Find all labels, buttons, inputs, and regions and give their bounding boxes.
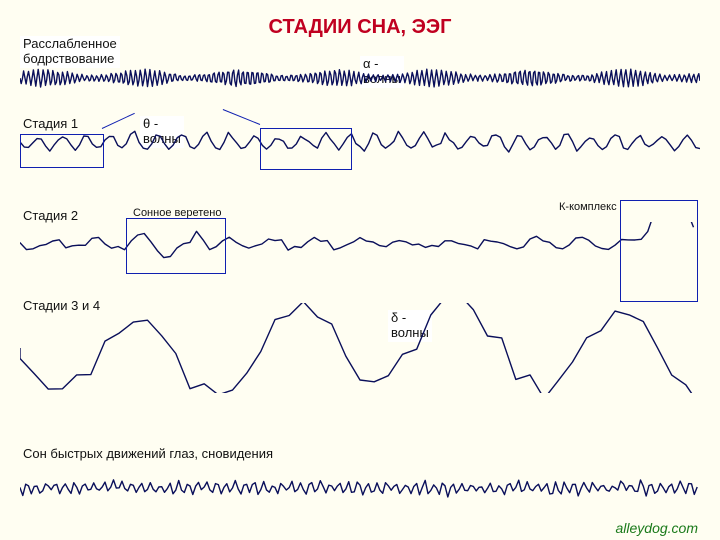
diagram-container: СТАДИИ СНА, ЭЭГ Расслабленное бодрствова… [0,0,720,540]
annot-kcomplex: К-комплекс [556,200,620,215]
diagram-title: СТАДИИ СНА, ЭЭГ [20,16,700,39]
wave-awake [20,63,700,93]
wave-rem [20,474,700,502]
theta-box-1 [20,134,104,168]
kcomplex-box [620,200,698,302]
spindle-box [126,218,226,274]
wave-stage2 [20,222,700,266]
label-rem: Сон быстрых движений глаз, сновидения [20,446,276,463]
wave-stage34 [20,303,700,393]
wave-stage1 [20,125,700,159]
theta-box-2 [260,128,352,170]
watermark: alleydog.com [616,520,699,536]
theta-line-2 [223,109,260,125]
